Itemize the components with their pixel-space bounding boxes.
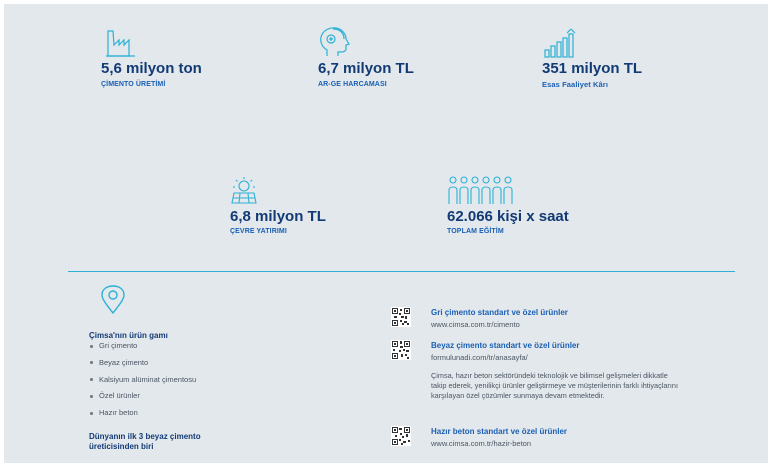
stat-label: AR-GE HARCAMASI <box>318 81 387 88</box>
stat-label: Esas Faaliyet Kârı <box>542 80 609 89</box>
qr-code-icon[interactable] <box>391 307 411 327</box>
link-title: Beyaz çimento standart ve özel ürünler <box>431 341 580 350</box>
ready-mix-description: Çimsa, hazır beton sektöründeki teknoloj… <box>431 371 678 401</box>
link-url[interactable]: formulunadi.com/tr/anasayfa/ <box>431 353 528 362</box>
link-title: Gri çimento standart ve özel ürünler <box>431 308 568 317</box>
list-item: Beyaz çimento <box>89 358 196 376</box>
solar-panel-icon <box>230 176 258 211</box>
stat-label: ÇEVRE YATIRIMI <box>230 228 287 235</box>
stat-value: 6,7 milyon TL <box>318 60 414 77</box>
stat-label: ÇİMENTO ÜRETİMİ <box>101 81 166 88</box>
head-profile-icon <box>319 26 353 63</box>
infographic-panel <box>4 4 768 463</box>
list-item: Özel ürünler <box>89 392 196 409</box>
qr-code-icon[interactable] <box>391 340 411 360</box>
link-title: Hazır beton standart ve özel ürünler <box>431 427 568 436</box>
link-url[interactable]: www.cimsa.com.tr/cimento <box>431 320 520 329</box>
factory-icon <box>106 29 136 62</box>
stat-value: 5,6 milyon ton <box>101 60 202 77</box>
producer-footnote: Dünyanın ilk 3 beyaz çimento üreticisind… <box>89 432 201 451</box>
product-list: Gri çimento Beyaz çimento Kalsiyum alümi… <box>89 342 196 426</box>
list-item: Gri çimento <box>89 342 196 359</box>
stat-value: 62.066 kişi x saat <box>447 208 569 225</box>
product-range-title: Çimsa'nın ürün gamı <box>89 331 168 340</box>
growth-chart-icon <box>543 28 577 63</box>
people-group-icon <box>447 176 515 211</box>
list-item: Hazır beton <box>89 409 196 426</box>
location-pin-icon <box>100 285 126 320</box>
section-divider <box>68 271 735 272</box>
link-url[interactable]: www.cimsa.com.tr/hazir-beton <box>431 439 532 448</box>
stat-value: 351 milyon TL <box>542 60 643 77</box>
stat-value: 6,8 milyon TL <box>230 208 326 225</box>
qr-code-icon[interactable] <box>391 426 411 446</box>
list-item: Kalsiyum alüminat çimentosu <box>89 375 196 393</box>
stat-label: TOPLAM EĞİTİM <box>447 228 504 235</box>
